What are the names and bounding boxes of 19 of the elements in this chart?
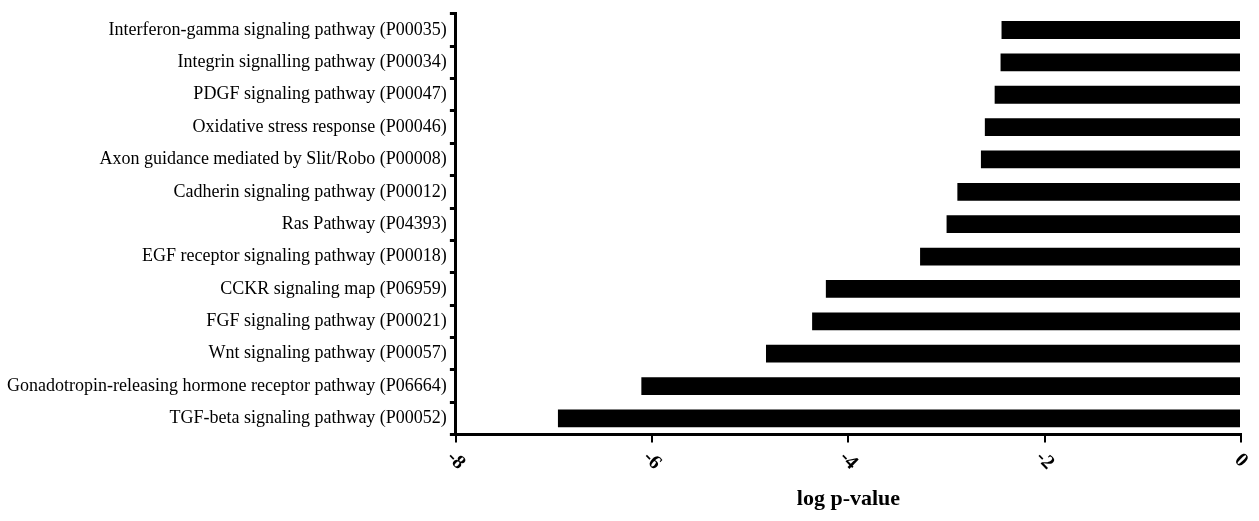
y-tick-label: TGF-beta signaling pathway (P00052) — [169, 407, 447, 429]
y-tick-label: Axon guidance mediated by Slit/Robo (P00008) — [99, 148, 447, 170]
y-tick-label: Cadherin signaling pathway (P00012) — [173, 180, 447, 202]
y-tick-label: FGF signaling pathway (P00021) — [206, 310, 447, 332]
y-tick-label: EGF receptor signaling pathway (P00018) — [141, 245, 447, 267]
x-tick-label: 0 — [1230, 447, 1254, 471]
y-tick-label: PDGF signaling pathway (P00047) — [193, 83, 447, 105]
y-tick-label: Ras Pathway (P04393) — [281, 212, 447, 234]
x-tick-label: -6 — [639, 445, 668, 473]
x-tick-label: -8 — [443, 445, 471, 473]
x-axis-title: log p-value — [796, 485, 901, 511]
y-tick-label: Gonadotropin-releasing hormone receptor pathway (P06664) — [6, 374, 447, 396]
x-tick-label: -2 — [1032, 445, 1060, 473]
x-tick-label: -4 — [836, 445, 864, 473]
y-tick-label: Interferon-gamma signaling pathway (P00035) — [108, 18, 447, 40]
y-tick-label: Oxidative stress response (P00046) — [192, 115, 447, 137]
y-tick-label: CCKR signaling map (P06959) — [220, 277, 447, 299]
y-tick-label: Wnt signaling pathway (P00057) — [208, 342, 447, 364]
y-tick-label: Integrin signalling pathway (P00034) — [177, 51, 447, 73]
